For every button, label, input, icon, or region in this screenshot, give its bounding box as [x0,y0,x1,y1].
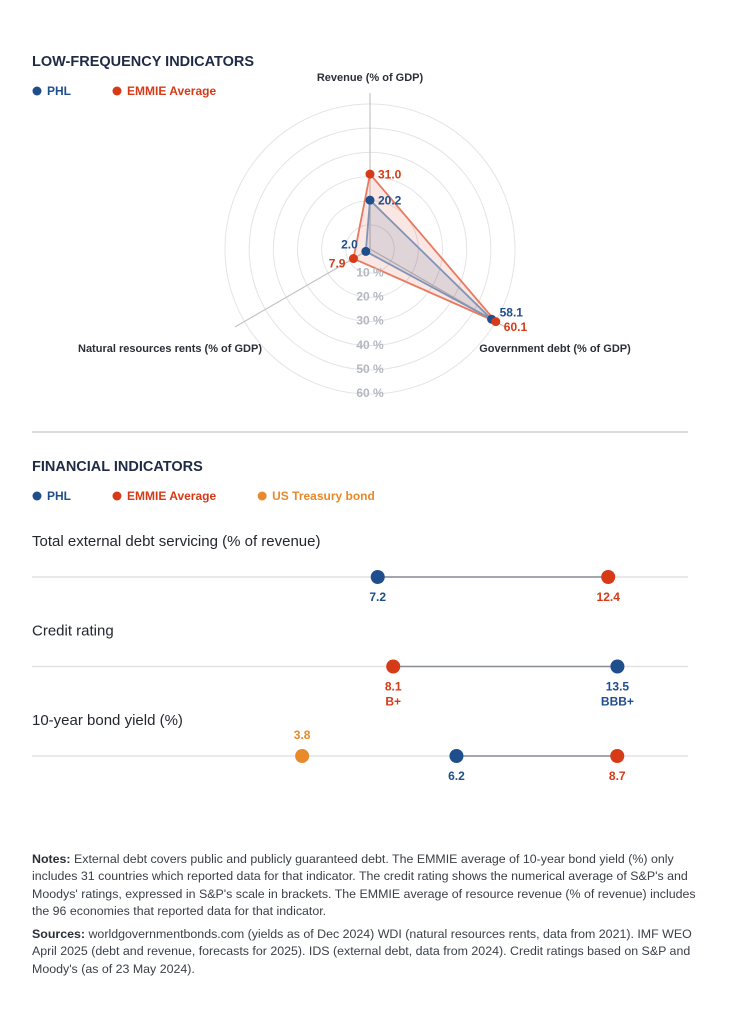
notes-text: External debt covers public and publicly… [32,852,696,918]
y-tick-label: 60 % [356,386,384,400]
value-label: 3.8 [294,728,311,742]
legend-label: PHL [47,489,71,503]
radar-point [348,254,358,264]
radar-point [365,169,375,179]
dot [295,749,310,763]
sources-label: Sources: [32,927,86,942]
axis-label: Natural resources rents (% of GDP) [78,343,262,355]
dot [610,749,625,763]
value-label: 8.7 [609,769,626,783]
sources-paragraph: Sources: worldgovernmentbonds.com (yield… [32,926,712,978]
value-label: 8.1 [385,680,402,694]
sources-text: worldgovernmentbonds.com (yields as of D… [32,927,692,976]
value-label: 58.1 [500,305,524,319]
axis-label: Revenue (% of GDP) [317,72,424,84]
notes-paragraph: Notes: External debt covers public and p… [32,851,712,920]
dot [610,659,625,674]
legend-label: EMMIE Average [127,489,216,503]
rating-label: B+ [385,695,401,709]
y-tick-label: 30 % [356,314,384,328]
legend-label: US Treasury bond [272,489,375,503]
radar-point [491,317,501,327]
legend-marker [32,86,42,96]
chart-title: LOW-FREQUENCY INDICATORS [32,54,254,70]
dot [370,570,385,584]
axis-line [234,248,371,328]
value-label: 20.2 [378,193,402,207]
radar-area [364,198,493,320]
radar-area [352,172,497,323]
legend-marker [32,491,42,501]
dot [449,749,464,763]
row-label: Total external debt servicing (% of reve… [32,533,320,550]
notes-label: Notes: [32,852,71,866]
value-label: 31.0 [378,167,402,181]
y-tick-label: 20 % [356,290,384,304]
value-label: 13.5 [606,680,630,694]
y-tick-label: 50 % [356,362,384,376]
y-tick-label: 40 % [356,338,384,352]
value-label: 2.0 [341,238,358,252]
value-label: 12.4 [597,590,621,604]
chart-title: FINANCIAL INDICATORS [32,459,203,475]
legend-label: PHL [47,84,71,98]
legend-label: EMMIE Average [127,84,216,98]
axis-label: Government debt (% of GDP) [479,343,631,355]
value-label: 7.2 [369,590,386,604]
charts: LOW-FREQUENCY INDICATORS FINANCIAL INDIC… [32,54,688,783]
value-label: 60.1 [504,320,528,334]
rating-label: BBB+ [601,695,634,709]
row-label: 10-year bond yield (%) [32,712,183,729]
row-label: Credit rating [32,622,114,639]
dot [601,570,616,584]
legend-marker [112,86,122,96]
radar-point [365,195,375,205]
legend-marker [257,491,267,501]
y-tick-label: 10 % [356,265,384,279]
value-label: 7.9 [329,257,346,271]
notes: Notes: External debt covers public and p… [32,851,712,984]
legend-marker [112,491,122,501]
radar-point [361,246,371,256]
value-label: 6.2 [448,769,465,783]
dot [386,659,401,674]
